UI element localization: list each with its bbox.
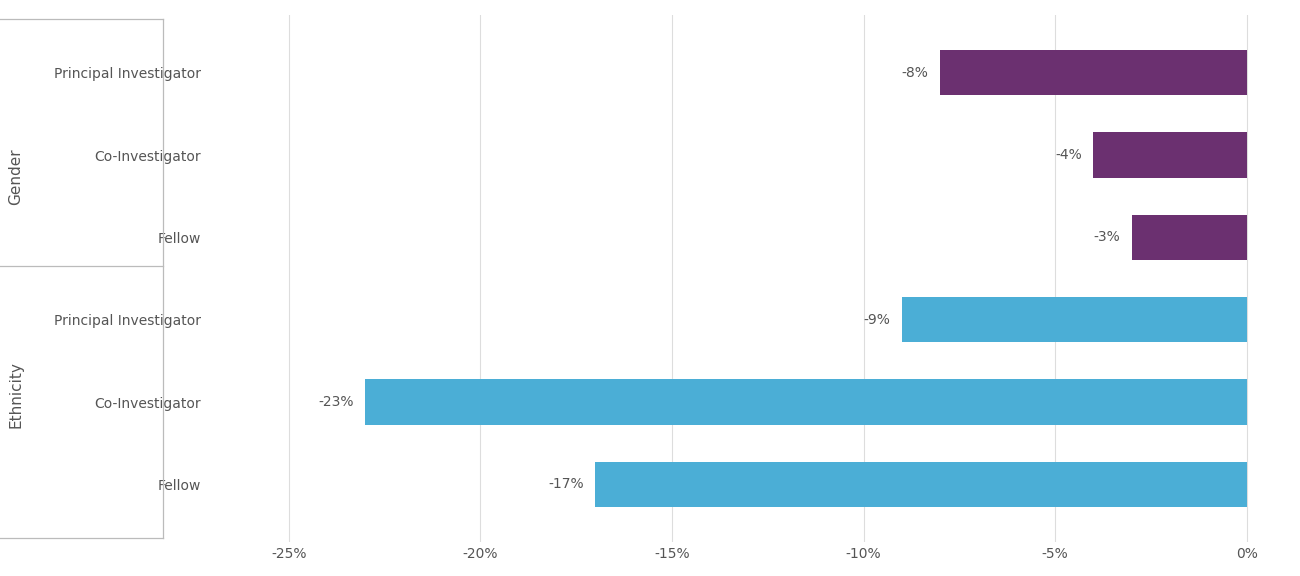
Text: -8%: -8% (902, 66, 928, 79)
Text: Ethnicity: Ethnicity (8, 361, 23, 429)
Text: Gender: Gender (8, 148, 23, 205)
Bar (902, 297, 1247, 342)
Bar (940, 50, 1247, 95)
Text: -23%: -23% (318, 395, 354, 409)
Text: -9%: -9% (863, 313, 891, 327)
Bar (365, 380, 1247, 425)
Text: -17%: -17% (549, 478, 584, 491)
Bar (595, 462, 1247, 507)
Bar (1132, 215, 1247, 260)
Bar (1093, 132, 1247, 177)
Text: -4%: -4% (1056, 148, 1082, 162)
Text: -3%: -3% (1093, 230, 1121, 244)
